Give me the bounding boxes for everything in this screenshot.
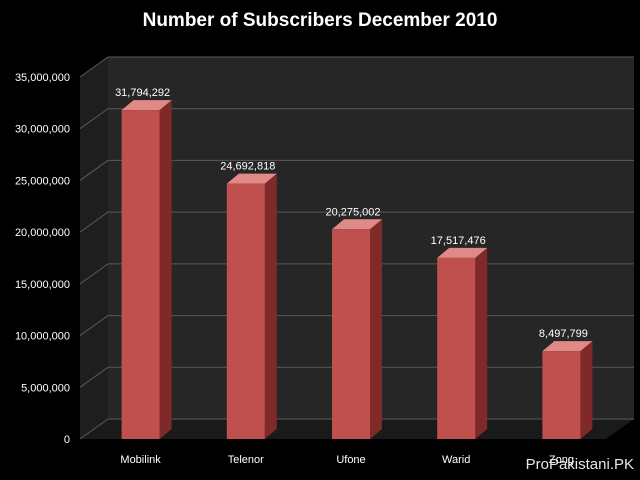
x-category-label: Ufone (336, 454, 365, 466)
y-tick-label: 20,000,000 (15, 227, 70, 239)
bar-ufone: 20,275,002 (325, 206, 382, 439)
y-axis: 0 5,000,000 10,000,000 15,000,000 20,000,000… (15, 72, 70, 446)
data-label: 17,517,476 (431, 235, 486, 247)
gridline (79, 108, 634, 130)
bar-side (475, 247, 488, 439)
bar-side (580, 341, 593, 439)
x-category-label: Zong (549, 454, 574, 466)
y-tick-label: 30,000,000 (15, 124, 70, 136)
bar-side (159, 100, 172, 439)
data-label: 31,794,292 (115, 87, 170, 99)
x-category-label: Warid (442, 454, 470, 466)
bar-telenor: 24,692,818 (220, 161, 277, 439)
bar-front (226, 183, 265, 439)
bar-top (542, 341, 593, 352)
bars: 31,794,292 24,692,818 20,275,002 17,517,476… (115, 87, 593, 439)
y-tick-label: 35,000,000 (15, 72, 70, 84)
bar-front (542, 351, 581, 439)
bar-top (121, 100, 172, 111)
bar-top (437, 247, 488, 258)
bar-front (121, 110, 160, 439)
y-tick-label: 5,000,000 (21, 382, 70, 394)
bar-top (226, 173, 277, 184)
x-category-label: Mobilink (120, 454, 161, 466)
y-tick-label: 0 (64, 434, 70, 446)
bar-front (332, 229, 370, 439)
data-label: 24,692,818 (220, 161, 275, 173)
bar-front (437, 257, 476, 439)
bar-side (264, 173, 277, 439)
bar-warid: 17,517,476 (431, 235, 488, 439)
gridline (79, 159, 634, 181)
data-label: 8,497,799 (539, 328, 588, 340)
chart-title: Number of Subscribers December 2010 (143, 10, 498, 31)
x-axis: Mobilink Telenor Ufone Warid Zong (120, 454, 574, 466)
y-tick-label: 25,000,000 (15, 175, 70, 187)
watermark-text: ProPakistani.PK (526, 456, 634, 473)
gridline (79, 56, 634, 78)
y-tick-label: 15,000,000 (15, 279, 70, 291)
bar-mobilink: 31,794,292 (115, 87, 172, 439)
data-label: 20,275,002 (325, 206, 380, 218)
gridline (79, 211, 634, 233)
y-tick-label: 10,000,000 (15, 331, 70, 343)
x-category-label: Telenor (228, 454, 264, 466)
bar-top (332, 219, 382, 230)
bar-zong: 8,497,799 (539, 328, 593, 439)
bar-side (370, 219, 382, 439)
side-wall (80, 57, 108, 439)
